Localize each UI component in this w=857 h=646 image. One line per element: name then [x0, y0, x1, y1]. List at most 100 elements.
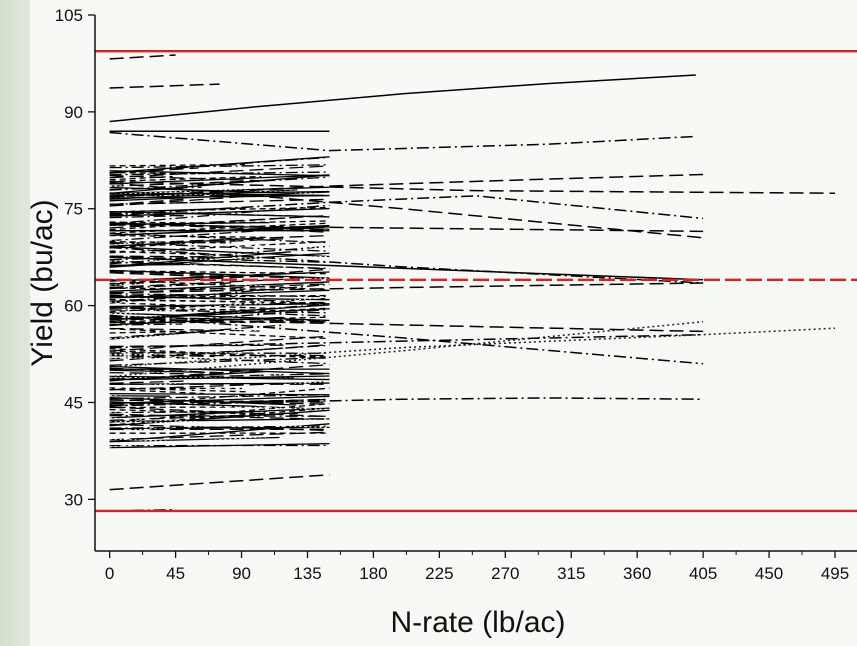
response-curve	[109, 156, 330, 167]
response-curve	[109, 206, 330, 213]
series-line-15	[109, 314, 704, 365]
response-curve	[109, 293, 330, 298]
response-curve	[109, 315, 330, 323]
response-curve	[109, 246, 330, 258]
x-tick-label: 360	[623, 564, 651, 583]
response-curve	[109, 408, 194, 413]
x-tick-label: 0	[105, 564, 114, 583]
y-ticks: 30 45 60 75 90 105	[55, 6, 95, 509]
response-curve	[109, 417, 330, 429]
response-curve	[109, 365, 330, 375]
response-curve	[109, 435, 281, 448]
series-line-16	[109, 327, 836, 368]
response-curve	[109, 238, 283, 248]
response-curve	[109, 261, 330, 270]
response-curve	[109, 325, 330, 340]
response-curve	[109, 316, 330, 322]
response-curve	[109, 371, 186, 375]
response-curve	[109, 294, 291, 302]
response-curve	[109, 426, 330, 430]
response-curve	[109, 296, 330, 316]
series-line-19	[109, 474, 330, 491]
y-tick-label: 45	[64, 393, 83, 412]
response-curve	[109, 185, 330, 195]
response-curve	[109, 350, 330, 358]
response-curve	[109, 170, 330, 179]
x-tick-label: 405	[689, 564, 717, 583]
response-curve	[109, 234, 266, 238]
response-curve	[109, 214, 330, 229]
response-curve	[109, 167, 199, 174]
response-curve	[109, 221, 195, 224]
series-line-3	[109, 83, 220, 89]
series-line-10	[109, 246, 704, 284]
response-curve	[109, 388, 205, 395]
response-curve	[109, 240, 330, 254]
response-curve	[109, 315, 202, 318]
response-curve	[109, 256, 258, 261]
x-ticks: 0 45 90 135 180 225 270 315 360 405 450 495	[105, 551, 849, 583]
response-curve	[109, 255, 330, 262]
response-curve	[109, 279, 330, 291]
response-curve	[109, 298, 330, 304]
response-curve	[109, 186, 202, 191]
response-curve	[109, 255, 214, 258]
response-curve	[109, 240, 232, 244]
x-axis-title: N-rate (lb/ac)	[390, 606, 565, 639]
series-line-5	[109, 173, 704, 198]
response-curve	[109, 228, 330, 232]
response-curve	[109, 357, 299, 360]
response-curve	[109, 167, 220, 172]
response-curve	[109, 395, 330, 405]
response-curve	[109, 156, 330, 174]
response-curve	[109, 438, 201, 444]
response-curve	[109, 249, 175, 254]
response-curve	[109, 220, 330, 227]
response-curve	[109, 420, 330, 428]
response-curve	[109, 171, 330, 176]
response-curve	[109, 281, 330, 292]
series-line-14	[109, 333, 704, 349]
response-curve	[109, 327, 260, 332]
series-line-17	[109, 321, 704, 378]
response-curve	[109, 402, 330, 410]
response-curve	[109, 381, 330, 391]
response-curve	[109, 312, 330, 322]
response-curve	[109, 225, 330, 242]
series-line-8	[109, 195, 704, 220]
response-curve	[109, 367, 234, 374]
response-curve	[109, 165, 330, 179]
x-tick-label: 90	[232, 564, 251, 583]
response-curve	[109, 278, 194, 285]
response-curve	[109, 212, 202, 215]
series-line-18	[109, 397, 704, 407]
response-curve	[109, 270, 330, 280]
response-curve	[109, 171, 198, 175]
response-curve	[109, 436, 280, 443]
y-tick-label: 105	[55, 6, 83, 25]
response-curve	[109, 408, 275, 416]
response-curve	[109, 256, 330, 263]
response-curve	[109, 207, 330, 217]
reference-lines	[95, 49, 857, 513]
response-curve	[109, 268, 330, 287]
response-curve	[109, 353, 330, 364]
response-curve	[109, 282, 231, 290]
series-line-9	[109, 224, 704, 233]
response-curve	[109, 406, 330, 418]
y-tick-label: 75	[64, 200, 83, 219]
series-line-4	[109, 131, 696, 152]
series-line-13	[109, 317, 704, 333]
response-curve	[109, 296, 330, 301]
response-curve	[109, 375, 330, 381]
response-curve	[109, 335, 330, 352]
response-curve	[109, 198, 330, 206]
background-panel	[30, 0, 857, 646]
y-axis-title: Yield (bu/ac)	[26, 199, 59, 366]
response-curve	[109, 287, 268, 290]
response-curve	[109, 369, 206, 374]
response-curve	[109, 431, 330, 441]
response-curve	[109, 324, 283, 339]
x-tick-label: 270	[491, 564, 519, 583]
response-curve	[109, 174, 267, 182]
